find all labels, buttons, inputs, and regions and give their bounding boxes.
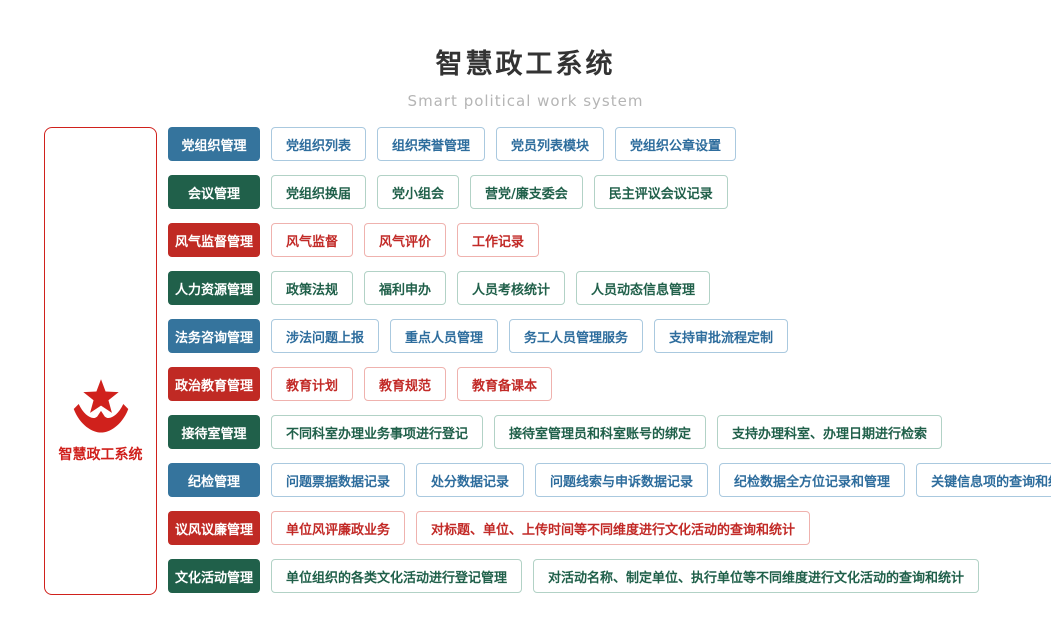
feature-button[interactable]: 党组织列表	[271, 127, 367, 161]
page-title: 智慧政工系统	[435, 49, 616, 80]
system-label: 智慧政工系统	[58, 447, 143, 463]
category-button[interactable]: 党组织管理	[168, 127, 260, 161]
category-button[interactable]: 纪检管理	[168, 463, 260, 497]
feature-button[interactable]: 单位风评廉政业务	[271, 511, 406, 545]
module-row: 会议管理 党组织换届 党小组会 营党/廉支委会 民主评议会议记录	[168, 175, 1051, 209]
feature-button[interactable]: 涉法问题上报	[271, 319, 380, 353]
feature-button[interactable]: 党组织公章设置	[615, 127, 737, 161]
system-diagram: 智慧政工系统 党组织管理 党组织列表 组织荣誉管理 党员列表模块 党组织公章设置 会议管理…	[44, 127, 1051, 595]
feature-button[interactable]: 不同科室办理业务事项进行登记	[271, 415, 484, 449]
feature-button[interactable]: 关键信息项的查询和统计	[916, 463, 1051, 497]
feature-button[interactable]: 支持办理科室、办理日期进行检索	[717, 415, 943, 449]
category-button[interactable]: 接待室管理	[168, 415, 260, 449]
feature-button[interactable]: 重点人员管理	[390, 319, 499, 353]
category-button[interactable]: 风气监督管理	[168, 223, 260, 257]
module-row: 法务咨询管理 涉法问题上报 重点人员管理 务工人员管理服务 支持审批流程定制	[168, 319, 1051, 353]
feature-button[interactable]: 处分数据记录	[416, 463, 525, 497]
feature-button[interactable]: 风气评价	[364, 223, 447, 257]
module-row: 党组织管理 党组织列表 组织荣誉管理 党员列表模块 党组织公章设置	[168, 127, 1051, 161]
feature-button[interactable]: 党小组会	[377, 175, 460, 209]
category-button[interactable]: 会议管理	[168, 175, 260, 209]
module-row: 议风议廉管理 单位风评廉政业务 对标题、单位、上传时间等不同维度进行文化活动的查询和…	[168, 511, 1051, 545]
category-button[interactable]: 政治教育管理	[168, 367, 260, 401]
category-button[interactable]: 人力资源管理	[168, 271, 260, 305]
module-row: 风气监督管理 风气监督 风气评价 工作记录	[168, 223, 1051, 257]
feature-button[interactable]: 福利申办	[364, 271, 447, 305]
feature-button[interactable]: 人员动态信息管理	[576, 271, 711, 305]
page-subtitle: Smart political work system	[407, 92, 644, 110]
feature-button[interactable]: 民主评议会议记录	[593, 175, 728, 209]
feature-button[interactable]: 政策法规	[271, 271, 354, 305]
category-button[interactable]: 议风议廉管理	[168, 511, 260, 545]
module-row: 政治教育管理 教育计划 教育规范 教育备课本	[168, 367, 1051, 401]
feature-button[interactable]: 工作记录	[457, 223, 540, 257]
category-button[interactable]: 法务咨询管理	[168, 319, 260, 353]
module-rows: 党组织管理 党组织列表 组织荣誉管理 党员列表模块 党组织公章设置 会议管理 党组织换届 党小…	[168, 127, 1051, 593]
category-button[interactable]: 文化活动管理	[168, 559, 260, 593]
feature-button[interactable]: 问题票据数据记录	[271, 463, 406, 497]
header: 智慧政工系统 Smart political work system	[0, 0, 1051, 110]
module-row: 人力资源管理 政策法规 福利申办 人员考核统计 人员动态信息管理	[168, 271, 1051, 305]
feature-button[interactable]: 营党/廉支委会	[470, 175, 583, 209]
feature-button[interactable]: 人员考核统计	[457, 271, 566, 305]
feature-button[interactable]: 风气监督	[271, 223, 354, 257]
feature-button[interactable]: 问题线索与申诉数据记录	[535, 463, 709, 497]
feature-button[interactable]: 务工人员管理服务	[509, 319, 644, 353]
feature-button[interactable]: 教育备课本	[457, 367, 553, 401]
feature-button[interactable]: 纪检数据全方位记录和管理	[719, 463, 906, 497]
feature-button[interactable]: 接待室管理员和科室账号的绑定	[494, 415, 707, 449]
module-row: 文化活动管理 单位组织的各类文化活动进行登记管理 对活动名称、制定单位、执行单位等不…	[168, 559, 1051, 593]
system-box: 智慧政工系统	[44, 127, 157, 595]
feature-button[interactable]: 单位组织的各类文化活动进行登记管理	[271, 559, 523, 593]
feature-button[interactable]: 教育计划	[271, 367, 354, 401]
feature-button[interactable]: 党员列表模块	[496, 127, 605, 161]
feature-button[interactable]: 组织荣誉管理	[377, 127, 486, 161]
feature-button[interactable]: 支持审批流程定制	[654, 319, 789, 353]
star-banner-icon	[70, 378, 132, 440]
module-row: 纪检管理 问题票据数据记录 处分数据记录 问题线索与申诉数据记录 纪检数据全方位记录和管…	[168, 463, 1051, 497]
feature-button[interactable]: 教育规范	[364, 367, 447, 401]
feature-button[interactable]: 党组织换届	[271, 175, 367, 209]
module-row: 接待室管理 不同科室办理业务事项进行登记 接待室管理员和科室账号的绑定 支持办理科室、…	[168, 415, 1051, 449]
feature-button[interactable]: 对活动名称、制定单位、执行单位等不同维度进行文化活动的查询和统计	[533, 559, 980, 593]
feature-button[interactable]: 对标题、单位、上传时间等不同维度进行文化活动的查询和统计	[416, 511, 811, 545]
